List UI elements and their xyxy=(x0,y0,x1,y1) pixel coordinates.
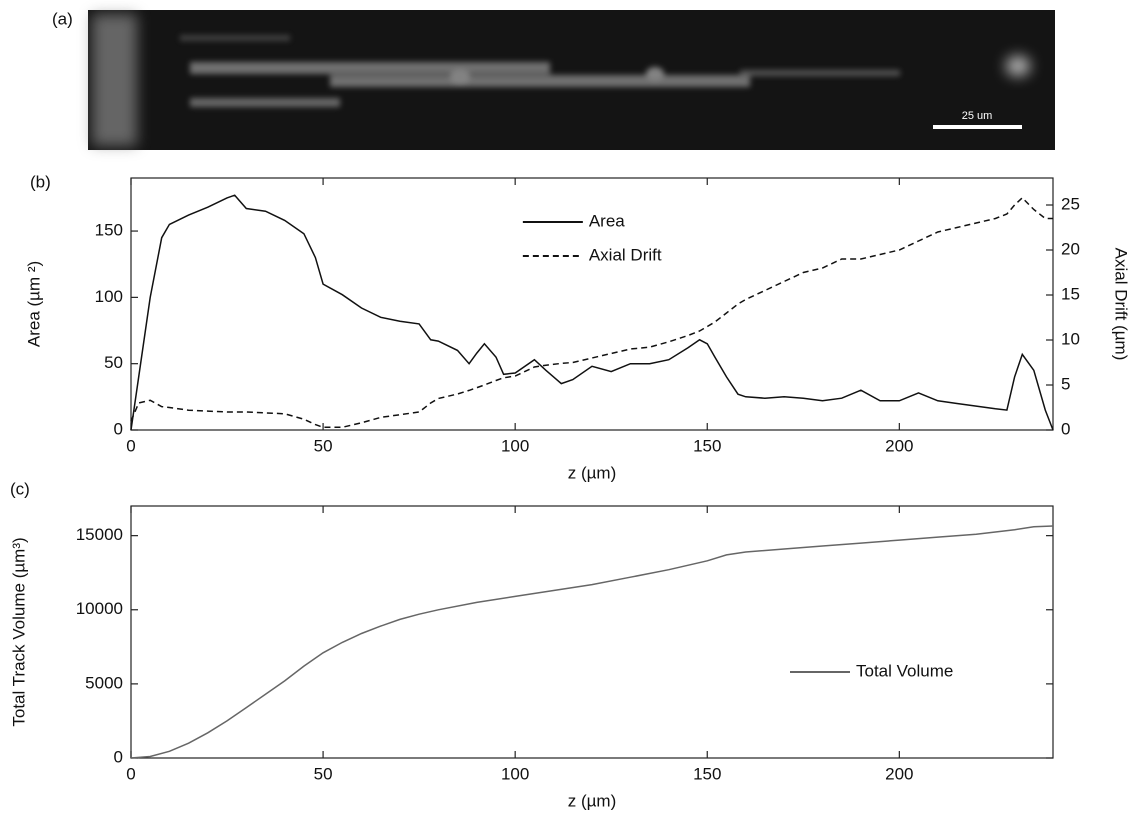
y-axis-label: Area (µm ²) xyxy=(24,261,43,347)
y-tick-label: 10000 xyxy=(76,599,123,618)
y-tick-label: 15000 xyxy=(76,525,123,544)
y-tick-label: 50 xyxy=(104,353,123,372)
y-tick-label: 5000 xyxy=(85,673,123,692)
x-tick-label: 200 xyxy=(885,764,913,783)
x-tick-label: 50 xyxy=(314,764,333,783)
y-tick-label: 0 xyxy=(114,747,123,766)
micrograph xyxy=(88,10,1055,150)
legend-label: Axial Drift xyxy=(589,245,662,264)
x-tick-label: 0 xyxy=(126,436,135,455)
y2-axis-label: Axial Drift (µm) xyxy=(1112,248,1131,361)
panel-label: (c) xyxy=(10,479,30,498)
x-axis-label: z (µm) xyxy=(568,791,617,810)
x-tick-label: 100 xyxy=(501,764,529,783)
y2-tick-label: 10 xyxy=(1061,329,1080,348)
y2-tick-label: 20 xyxy=(1061,239,1080,258)
legend-label: Total Volume xyxy=(856,661,953,680)
legend-label: Area xyxy=(589,211,625,230)
x-tick-label: 150 xyxy=(693,436,721,455)
plot-frame xyxy=(130,505,1054,759)
y-tick-label: 100 xyxy=(95,287,123,306)
series-line xyxy=(130,196,1053,429)
y2-tick-label: 25 xyxy=(1061,194,1080,213)
y-axis-label: Total Track Volume (µm³) xyxy=(9,537,28,726)
panel-label: (a) xyxy=(52,9,73,28)
x-tick-label: 200 xyxy=(885,436,913,455)
series-line xyxy=(130,525,1054,759)
y-tick-label: 150 xyxy=(95,221,123,240)
panel-label: (b) xyxy=(30,172,51,191)
y2-tick-label: 5 xyxy=(1061,374,1070,393)
x-tick-label: 100 xyxy=(501,436,529,455)
y2-tick-label: 0 xyxy=(1061,419,1070,438)
plot-frame xyxy=(130,177,1054,431)
y-tick-label: 0 xyxy=(114,419,123,438)
x-axis-label: z (µm) xyxy=(568,463,617,482)
x-tick-label: 0 xyxy=(126,764,135,783)
x-tick-label: 150 xyxy=(693,764,721,783)
scale-bar-label: 25 um xyxy=(962,110,993,122)
y2-tick-label: 15 xyxy=(1061,284,1080,303)
x-tick-label: 50 xyxy=(314,436,333,455)
series-line xyxy=(130,194,1054,431)
